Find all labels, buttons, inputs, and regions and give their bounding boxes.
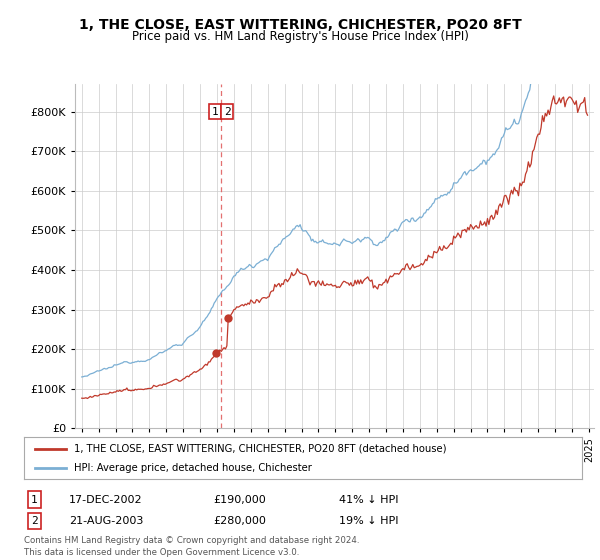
Text: 41% ↓ HPI: 41% ↓ HPI bbox=[339, 494, 398, 505]
Text: Contains HM Land Registry data © Crown copyright and database right 2024.
This d: Contains HM Land Registry data © Crown c… bbox=[24, 536, 359, 557]
Text: 19% ↓ HPI: 19% ↓ HPI bbox=[339, 516, 398, 526]
Text: HPI: Average price, detached house, Chichester: HPI: Average price, detached house, Chic… bbox=[74, 463, 312, 473]
Text: £190,000: £190,000 bbox=[213, 494, 266, 505]
Text: 17-DEC-2002: 17-DEC-2002 bbox=[69, 494, 143, 505]
Text: £280,000: £280,000 bbox=[213, 516, 266, 526]
Text: Price paid vs. HM Land Registry's House Price Index (HPI): Price paid vs. HM Land Registry's House … bbox=[131, 30, 469, 43]
Text: 1, THE CLOSE, EAST WITTERING, CHICHESTER, PO20 8FT (detached house): 1, THE CLOSE, EAST WITTERING, CHICHESTER… bbox=[74, 444, 447, 454]
Text: 2: 2 bbox=[31, 516, 38, 526]
Text: 1, THE CLOSE, EAST WITTERING, CHICHESTER, PO20 8FT: 1, THE CLOSE, EAST WITTERING, CHICHESTER… bbox=[79, 18, 521, 32]
Text: 2: 2 bbox=[224, 107, 230, 116]
Text: 1: 1 bbox=[212, 107, 218, 116]
Text: 1: 1 bbox=[31, 494, 38, 505]
Text: 21-AUG-2003: 21-AUG-2003 bbox=[69, 516, 143, 526]
